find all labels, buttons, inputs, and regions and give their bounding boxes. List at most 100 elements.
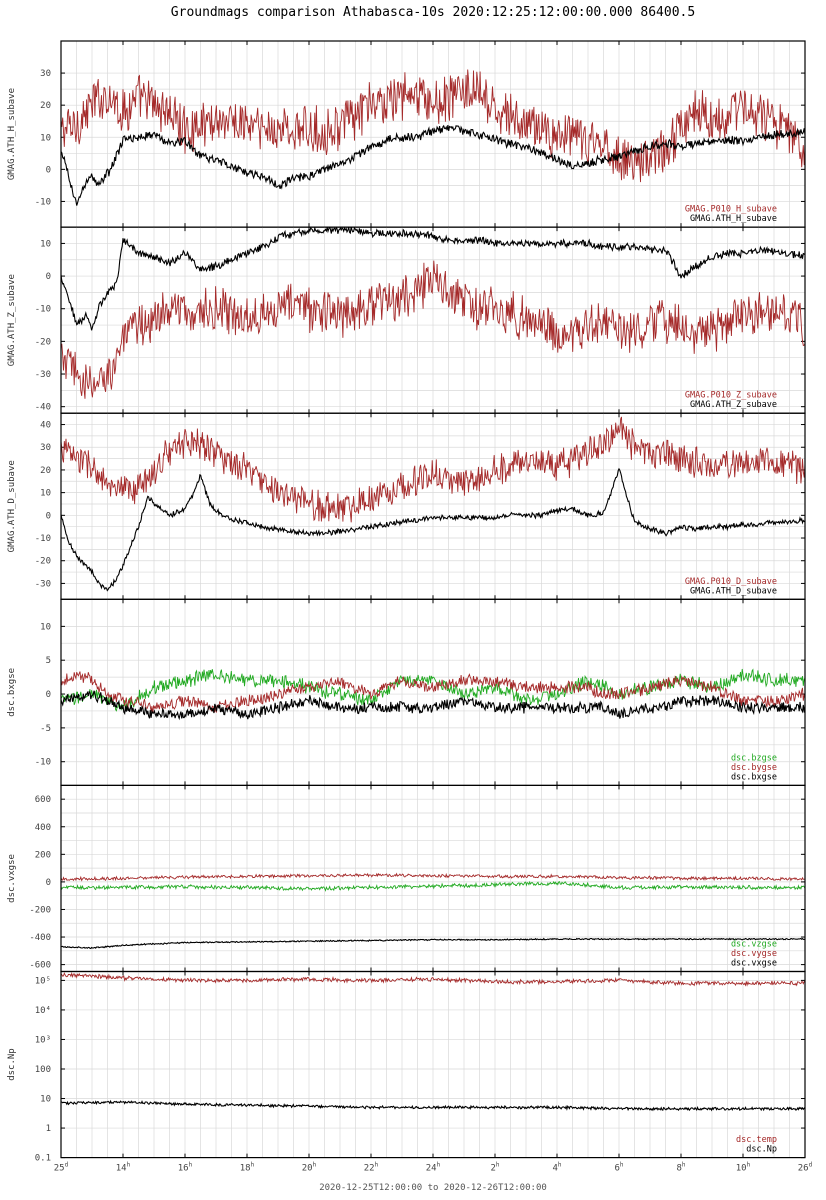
y-tick-label: 0 xyxy=(46,690,51,700)
x-tick-label: 10h xyxy=(736,1162,751,1174)
y-tick-label: 10 xyxy=(40,1095,51,1105)
series-line-gmag-p010-h-subave xyxy=(61,69,805,183)
y-tick-label: 10⁴ xyxy=(35,1006,51,1016)
panels-group: -100102030GMAG.ATH_H_subaveGMAG.P010_H_s… xyxy=(7,40,806,1164)
series-line-dsc-vxgse xyxy=(61,937,805,950)
y-tick-label: 100 xyxy=(35,1065,51,1075)
legend-entry: GMAG.ATH_H_subave xyxy=(690,214,777,224)
y-tick-label: -10 xyxy=(35,305,51,315)
panel-2: -40-30-20-10010GMAG.ATH_Z_subaveGMAG.P01… xyxy=(7,226,806,414)
series-line-gmag-p010-d-subave xyxy=(61,416,805,523)
grid xyxy=(60,227,806,414)
y-tick-label: 0.1 xyxy=(35,1154,51,1164)
y-tick-label: 20 xyxy=(40,101,51,111)
y-tick-label: 400 xyxy=(35,823,51,833)
y-tick-label: 10³ xyxy=(35,1035,51,1045)
chart-title: Groundmags comparison Athabasca-10s 2020… xyxy=(171,5,695,20)
y-axis-label: dsc.vxgse xyxy=(7,854,17,903)
panel-1: -100102030GMAG.ATH_H_subaveGMAG.P010_H_s… xyxy=(7,40,806,228)
legend-entry: GMAG.P010_D_subave xyxy=(685,577,777,587)
y-tick-label: 0 xyxy=(46,511,51,521)
x-tick-label: 14h xyxy=(116,1162,131,1174)
y-tick-label: 5 xyxy=(46,656,51,666)
y-tick-label: 10⁵ xyxy=(35,976,51,986)
y-tick-label: 30 xyxy=(40,69,51,79)
y-tick-label: 0 xyxy=(46,272,51,282)
x-tick-label: 24h xyxy=(426,1162,441,1174)
y-tick-label: 200 xyxy=(35,850,51,860)
x-tick-label: 16h xyxy=(178,1162,193,1174)
y-tick-label: -10 xyxy=(35,197,51,207)
x-tick-label: 20h xyxy=(302,1162,317,1174)
y-tick-label: -40 xyxy=(35,403,51,413)
y-tick-label: 20 xyxy=(40,466,51,476)
series-line-dsc-bygse xyxy=(61,671,805,714)
x-tick-label: 26d xyxy=(798,1162,813,1174)
y-tick-label: 40 xyxy=(40,421,51,431)
x-tick-label: 2h xyxy=(490,1162,499,1174)
series-line-gmag-ath-d-subave xyxy=(61,467,805,592)
series-line-dsc-bzgse xyxy=(61,668,805,712)
y-axis-label: GMAG.ATH_H_subave xyxy=(7,88,17,180)
legend-entry: GMAG.P010_H_subave xyxy=(685,205,777,215)
series-line-gmag-ath-h-subave xyxy=(61,124,805,206)
legend-entry: dsc.vzgse xyxy=(731,940,777,950)
y-tick-label: 10 xyxy=(40,489,51,499)
y-tick-label: 1 xyxy=(46,1124,51,1134)
legend-entry: GMAG.ATH_D_subave xyxy=(690,586,777,596)
legend-entry: dsc.temp xyxy=(736,1135,777,1145)
y-tick-label: -20 xyxy=(35,557,51,567)
grid xyxy=(60,599,806,786)
x-axis-tick-labels: 25d 14h 16h 18h 20h 22h 24h 2h 4h 6h 8h 10h 26d xyxy=(54,1162,813,1174)
legend-entry: GMAG.ATH_Z_subave xyxy=(690,400,777,410)
series-line-gmag-ath-z-subave xyxy=(61,227,805,331)
legend-entry: dsc.bxgse xyxy=(731,772,777,782)
legend-entry: dsc.vygse xyxy=(731,949,777,959)
panel-3: -30-20-10010203040GMAG.ATH_D_subaveGMAG.… xyxy=(7,412,806,600)
legend-entry: dsc.vxgse xyxy=(731,959,777,969)
grid xyxy=(60,413,806,600)
y-tick-label: -400 xyxy=(29,933,51,943)
y-tick-label: 600 xyxy=(35,795,51,805)
x-tick-label: 4h xyxy=(552,1162,561,1174)
y-tick-label: -600 xyxy=(29,961,51,971)
y-tick-label: 30 xyxy=(40,443,51,453)
grid xyxy=(60,785,806,972)
panel-5: -600 -400 -200 0 200 400 600 dsc.vxgse dsc.vzgse… xyxy=(7,784,806,973)
y-axis-label: dsc.Np xyxy=(7,1048,17,1081)
legend-entry: GMAG.P010_Z_subave xyxy=(685,391,777,401)
series-line-dsc-temp xyxy=(61,971,805,987)
panel-4: -10-50510dsc.bxgsedsc.bzgsedsc.bygsedsc.… xyxy=(7,598,806,786)
series-line-dsc-bxgse xyxy=(61,690,805,721)
x-tick-label: 6h xyxy=(614,1162,623,1174)
legend-entry: dsc.bzgse xyxy=(731,753,777,763)
y-tick-label: -10 xyxy=(35,758,51,768)
y-tick-label: -30 xyxy=(35,579,51,589)
y-axis-label: dsc.bxgse xyxy=(7,668,17,717)
y-axis-label: GMAG.ATH_Z_subave xyxy=(7,274,17,366)
y-tick-label: -20 xyxy=(35,337,51,347)
y-tick-label: 0 xyxy=(46,165,51,175)
grid xyxy=(60,971,806,1158)
series-line-dsc-np xyxy=(61,1099,805,1112)
x-tick-label: 18h xyxy=(240,1162,255,1174)
legend-entry: dsc.bygse xyxy=(731,763,777,773)
x-tick-label: 22h xyxy=(364,1162,379,1174)
series-line-dsc-vzgse xyxy=(61,880,805,892)
series-line-dsc-vygse xyxy=(61,872,805,882)
y-tick-label: 10 xyxy=(40,622,51,632)
y-tick-label: -10 xyxy=(35,534,51,544)
y-tick-label: -200 xyxy=(29,905,51,915)
x-tick-label: 25d xyxy=(54,1162,69,1174)
y-axis-label: GMAG.ATH_D_subave xyxy=(7,460,17,552)
grid xyxy=(60,41,806,228)
x-tick-label: 8h xyxy=(676,1162,685,1174)
y-tick-label: 0 xyxy=(46,878,51,888)
y-tick-label: 10 xyxy=(40,133,51,143)
y-tick-label: -5 xyxy=(40,724,51,734)
time-range-label: 2020-12-25T12:00:00 to 2020-12-26T12:00:… xyxy=(319,1183,547,1193)
legend-entry: dsc.Np xyxy=(746,1145,777,1155)
y-tick-label: -30 xyxy=(35,370,51,380)
